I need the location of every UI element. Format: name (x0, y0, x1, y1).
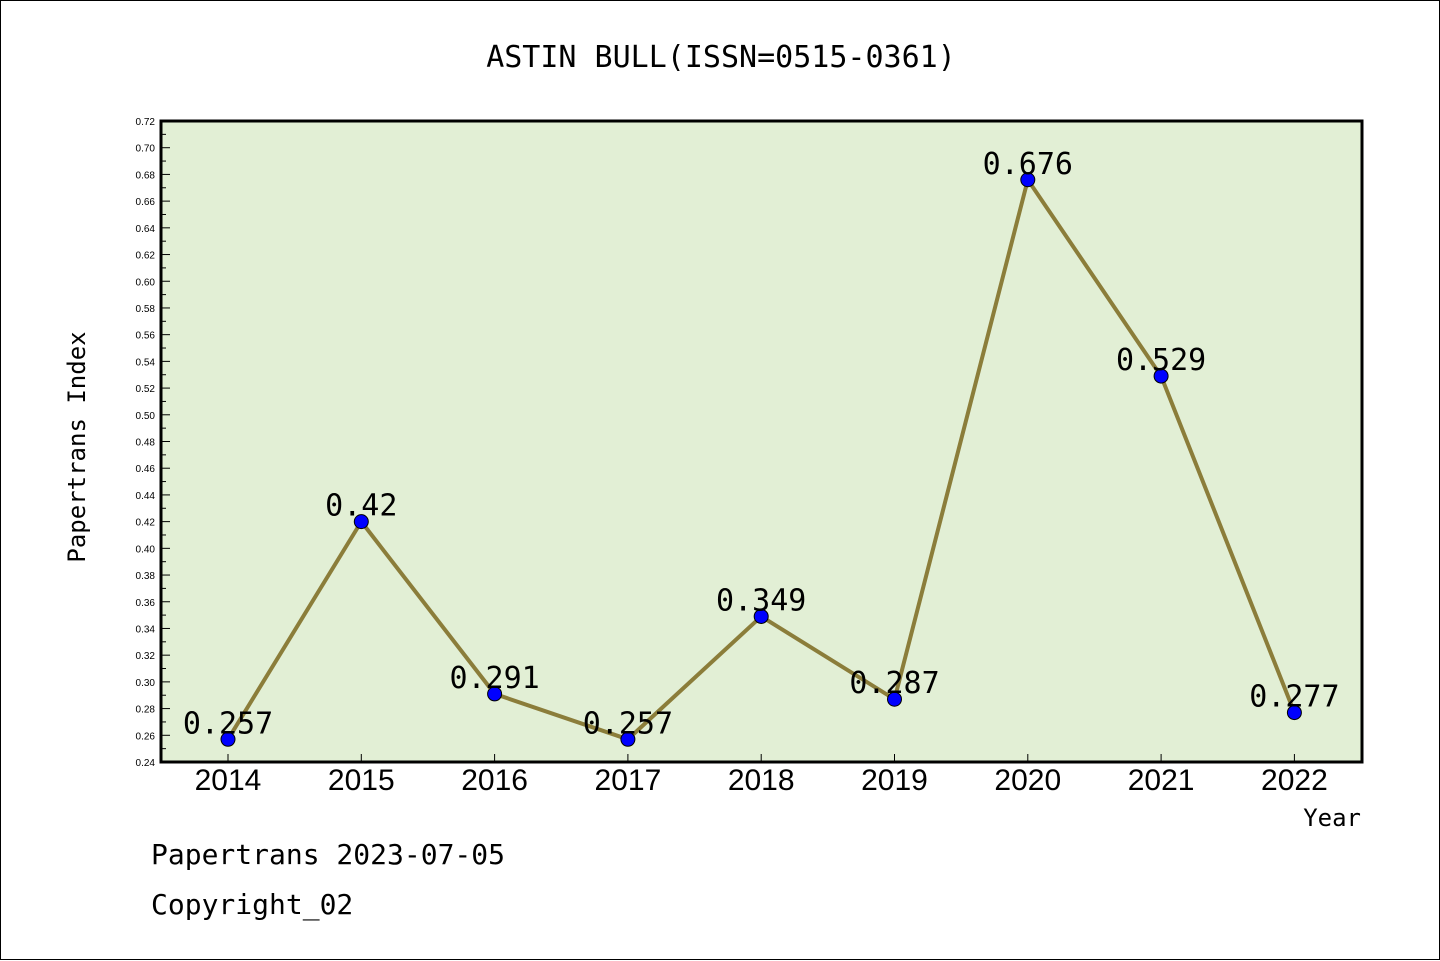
x-tick-label: 2014 (195, 764, 262, 797)
x-axis: 2014 2015 2016 2017 2018 2019 2020 2021 2022 (195, 754, 1328, 797)
y-tick-label: 0.24 (136, 758, 156, 769)
x-axis-title: Year (1303, 804, 1361, 832)
y-tick-label: 0.36 (136, 598, 156, 609)
series (220, 172, 1302, 747)
y-tick-label: 0.44 (136, 491, 156, 502)
x-tick-label: 2016 (461, 764, 528, 797)
y-tick-label: 0.60 (136, 277, 156, 288)
y-tick-label: 0.70 (136, 144, 156, 155)
y-tick-label: 0.50 (136, 411, 156, 422)
data-point (487, 686, 503, 702)
y-tick-label: 0.38 (136, 571, 156, 582)
plot-area (161, 121, 1362, 762)
y-tick-label: 0.62 (136, 251, 156, 262)
x-tick-label: 2015 (328, 764, 395, 797)
y-tick-label: 0.54 (136, 357, 156, 368)
data-point (1153, 368, 1169, 384)
data-labels: 0.257 0.42 0.291 0.257 0.349 0.287 0.676 0.529 0… (183, 147, 1340, 742)
data-label: 0.257 (183, 706, 273, 741)
x-tick-label: 2018 (728, 764, 795, 797)
footer-copyright: Copyright_02 (151, 888, 353, 922)
data-label: 0.291 (449, 661, 539, 696)
y-tick-label: 0.32 (136, 651, 156, 662)
y-tick-label: 0.28 (136, 705, 156, 716)
y-axis-title: Papertrans Index (63, 331, 91, 562)
y-tick-label: 0.64 (136, 224, 156, 235)
y-tick-label: 0.68 (136, 170, 156, 181)
x-tick-label: 2020 (994, 764, 1061, 797)
y-tick-label: 0.48 (136, 438, 156, 449)
footer-date: Papertrans 2023-07-05 (151, 838, 505, 871)
y-tick-label: 0.46 (136, 464, 156, 475)
y-tick-label: 0.30 (136, 678, 156, 689)
x-tick-label: 2021 (1128, 764, 1195, 797)
data-label: 0.287 (849, 666, 939, 701)
data-point (1020, 172, 1036, 188)
data-label: 0.257 (583, 706, 673, 741)
y-tick-label: 0.66 (136, 197, 156, 208)
data-point (753, 608, 769, 624)
data-label: 0.277 (1249, 680, 1339, 715)
chart-title: ASTIN BULL(ISSN=0515-0361) (486, 40, 956, 75)
y-tick-label: 0.56 (136, 331, 156, 342)
data-point (353, 514, 369, 530)
data-point (220, 731, 236, 747)
y-axis: 0.24 0.26 0.28 0.30 0.32 0.34 0.36 0.38 0.40 0.42… (136, 117, 170, 769)
x-tick-label: 2017 (595, 764, 662, 797)
y-tick-label: 0.58 (136, 304, 156, 315)
data-label: 0.349 (716, 583, 806, 618)
data-label: 0.529 (1116, 343, 1206, 378)
data-point (620, 731, 636, 747)
y-tick-label: 0.42 (136, 518, 156, 529)
y-tick-label: 0.72 (136, 117, 156, 128)
x-tick-label: 2019 (861, 764, 928, 797)
x-tick-label: 2022 (1261, 764, 1328, 797)
y-tick-label: 0.34 (136, 624, 156, 635)
data-point (1286, 705, 1302, 721)
data-label: 0.42 (325, 489, 397, 524)
y-tick-label: 0.40 (136, 544, 156, 555)
data-point (887, 691, 902, 707)
data-label: 0.676 (983, 147, 1073, 182)
y-tick-label: 0.52 (136, 384, 156, 395)
y-tick-label: 0.26 (136, 731, 156, 742)
plot-border (159, 119, 1364, 764)
